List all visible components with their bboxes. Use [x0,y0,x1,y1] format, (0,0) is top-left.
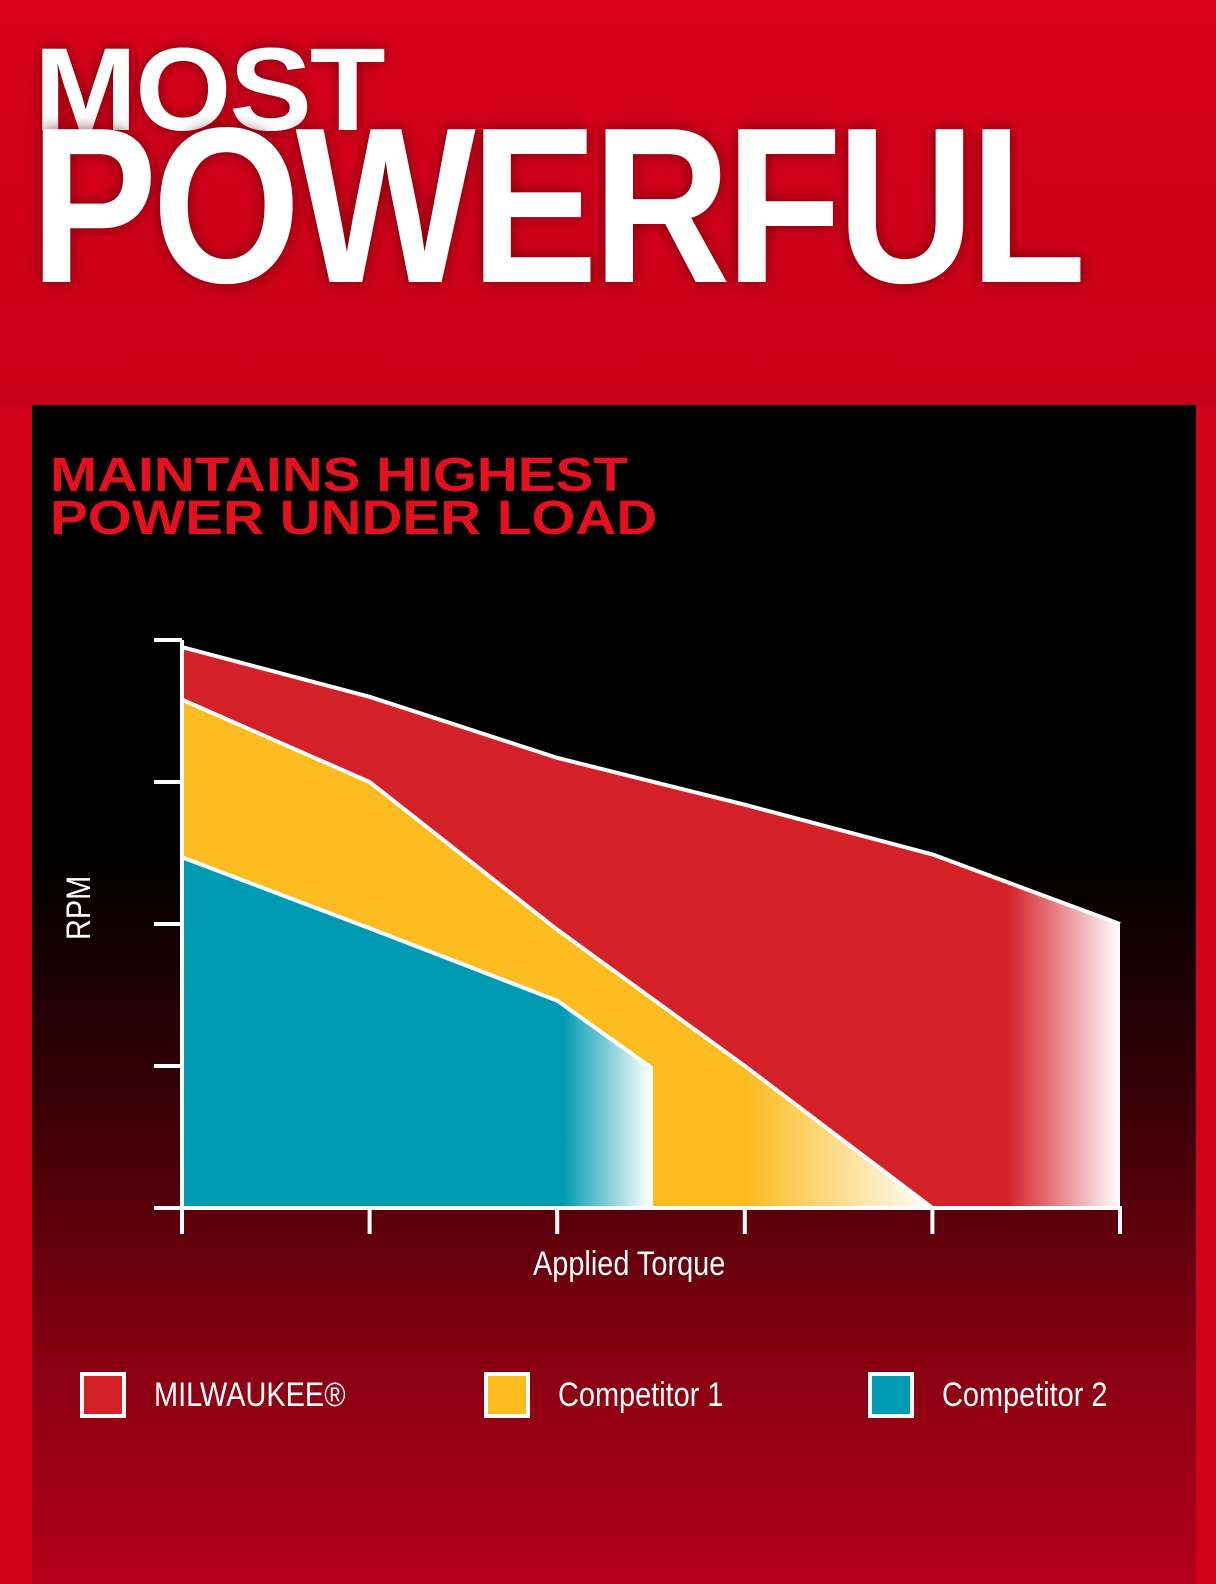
legend-label: Competitor 2 [942,1375,1108,1414]
legend-swatch [80,1372,126,1418]
hero-banner: MOST POWERFUL [0,0,1216,405]
headline-most: MOST [34,24,386,156]
legend-item-competitor-1: Competitor 1 [484,1372,753,1418]
series-line-0 [181,645,1121,926]
series-area-2 [182,857,651,1208]
chart-title-line2: POWER UNDER LOAD [50,492,658,545]
legend-label: MILWAUKEE® [154,1375,346,1414]
legend-swatch [484,1372,530,1418]
series-line-1 [181,697,934,1210]
legend-item-competitor-2: Competitor 2 [868,1372,1137,1418]
legend-item-milwaukee: MILWAUKEE® [80,1372,379,1418]
headline-powerful: POWERFUL [30,82,1086,330]
y-axis-label: RPM [60,875,98,940]
legend-swatch [868,1372,914,1418]
x-axis-label: Applied Torque [533,1245,726,1283]
legend-label: Competitor 1 [558,1375,724,1414]
chart-title-line1: MAINTAINS HIGHEST [50,449,628,502]
series-line-2 [181,855,653,1208]
